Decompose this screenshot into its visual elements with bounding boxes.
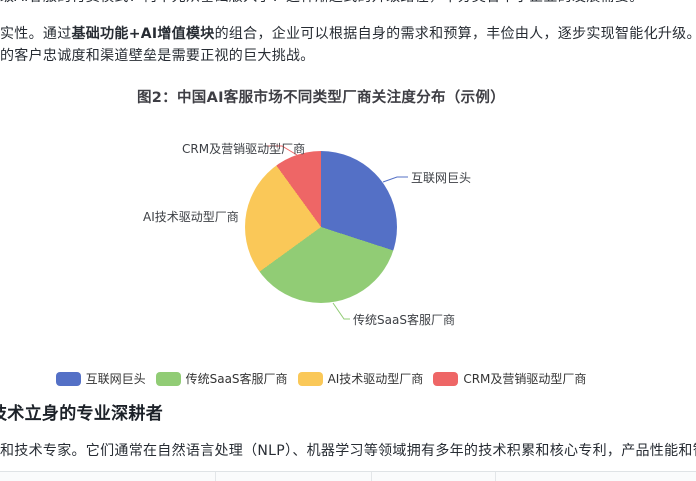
leader-line-ai-vendors [246,216,275,225]
section-heading: 技术立身的专业深耕者 [0,404,163,424]
pie-label-internet-giants: 互联网巨头 [411,171,472,185]
body-text-line: 和技术专家。它们通常在自然语言处理（NLP）、机器学习等领域拥有多年的技术积累和… [0,443,696,459]
chart-title: 图2：中国AI客服市场不同类型厂商关注度分布（示例） [136,90,505,106]
pie[interactable] [245,151,397,303]
table-header-cell [0,472,216,481]
legend-swatch-yellow-icon [297,371,323,386]
legend-label: CRM及营销驱动型厂商 [463,372,587,386]
legend-swatch-blue-icon [55,371,81,386]
legend-item-saas-vendors[interactable]: 传统SaaS客服厂商 [155,370,288,387]
legend-item-internet-giants[interactable]: 互联网巨头 [55,370,146,387]
leader-line-saas-vendors [332,302,350,320]
pie-label-saas-vendors: 传统SaaS客服厂商 [353,313,455,327]
legend-label: 互联网巨头 [85,372,146,386]
pie-label-crm-vendors: CRM及营销驱动型厂商 [182,142,306,156]
legend-label: 传统SaaS客服厂商 [185,372,288,386]
leader-line-internet-giants [382,176,408,183]
pie-label-ai-vendors: AI技术驱动型厂商 [143,210,239,224]
legend-swatch-green-icon [155,371,181,386]
paragraph-line-1-bold: 基础功能+AI增值模块 [71,26,215,42]
paragraph-line-1-pre: 实性。通过 [0,26,72,42]
legend-swatch-red-icon [433,371,459,386]
pie-leader-lines [246,145,408,320]
table-header-row [0,471,696,481]
legend-label: AI技术驱动型厂商 [327,372,424,386]
chart-legend: 互联网巨头 传统SaaS客服厂商 AI技术驱动型厂商 CRM及营销驱动型厂商 [0,370,642,387]
table-header-cell [372,472,496,481]
leader-line-crm-vendors [266,145,298,156]
table-header-cell [216,472,372,481]
paragraph-line-1-post: 的组合，企业可以根据自身的需求和预算，丰俭由人，逐步实现智能化升级。这大大降低了… [214,26,696,42]
legend-item-crm-vendors[interactable]: CRM及营销驱动型厂商 [433,370,586,387]
paragraph-line-2: 的客户忠诚度和渠道壁垒是需要正视的巨大挑战。 [0,48,315,64]
legend-item-ai-vendors[interactable]: AI技术驱动型厂商 [297,370,424,387]
clipped-paragraph-top: 级AI客服的付费模式？何不先从基础版入手？这种渐进式的升级路径，十分契合中小企业… [0,0,644,7]
paragraph-line-1: 实性。通过基础功能+AI增值模块的组合，企业可以根据自身的需求和预算，丰俭由人，… [0,24,696,44]
table-header-cell [496,472,696,481]
